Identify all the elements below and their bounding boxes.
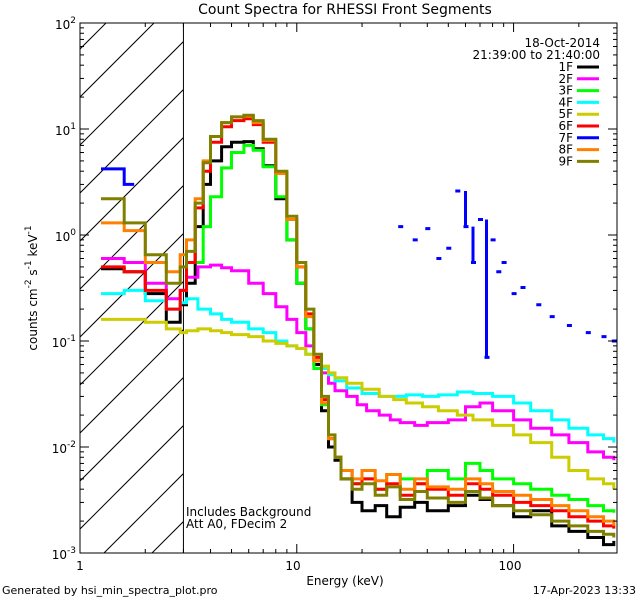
legend-label: 5F — [558, 107, 573, 121]
legend-label: 4F — [558, 95, 573, 109]
y-axis-label: counts cm-2 s-1 keV-1 — [24, 225, 40, 350]
x-tick-label: 100 — [499, 559, 522, 573]
hatch-line — [0, 23, 10, 553]
hatch-line — [80, 23, 107, 50]
hatch-line — [632, 23, 640, 553]
hatch-line — [80, 376, 184, 482]
hatch-line — [80, 328, 184, 434]
series-line-9f — [101, 113, 616, 538]
hatch-line — [80, 40, 184, 146]
date-label: 18-Oct-2014 — [524, 36, 600, 50]
hatch-line — [392, 23, 640, 553]
legend-label: 3F — [558, 84, 573, 98]
series-line-4f — [101, 288, 616, 443]
y-tick-label: 101 — [55, 122, 76, 138]
time-range-label: 21:39:00 to 21:40:00 — [473, 48, 600, 62]
excluded-region-hatch — [0, 23, 640, 553]
legend-label: 7F — [558, 131, 573, 145]
hatch-line — [80, 184, 184, 290]
legend-label: 9F — [558, 154, 573, 168]
x-tick-label: 1 — [76, 559, 84, 573]
footer-timestamp: 17-Apr-2023 13:33 — [533, 584, 636, 597]
y-tick-label: 10-2 — [52, 440, 76, 456]
series-layer — [101, 113, 617, 547]
hatch-line — [200, 23, 640, 553]
legend-label: 1F — [558, 60, 573, 74]
chart-title: Count Spectra for RHESSI Front Segments — [198, 2, 492, 18]
hatch-line — [80, 424, 184, 530]
series-line-7f — [101, 167, 617, 359]
x-tick-labels: 1 10 100 — [76, 559, 521, 573]
y-tick-label: 10-3 — [52, 546, 76, 562]
plot-frame — [79, 22, 618, 554]
annotation-attenuator: Att A0, FDecim 2 — [186, 517, 287, 531]
hatch-line — [80, 280, 184, 386]
x-axis-label: Energy (keV) — [306, 574, 383, 588]
y-tick-label: 100 — [55, 228, 76, 244]
y-tick-labels: 102 101 100 10-1 10-2 10-3 — [52, 16, 77, 562]
x-tick-label: 10 — [285, 559, 300, 573]
footer-generated-by: Generated by hsi_min_spectra_plot.pro — [2, 584, 218, 597]
hatch-line — [440, 23, 640, 553]
hatch-line — [80, 232, 184, 338]
legend-label: 6F — [558, 119, 573, 133]
series-line-2f — [101, 257, 616, 461]
hatch-line — [80, 88, 184, 194]
hatch-line — [80, 136, 184, 242]
y-tick-label: 102 — [55, 16, 76, 32]
legend-label: 8F — [558, 143, 573, 157]
y-tick-label: 10-1 — [52, 334, 76, 350]
annotation-background: Includes Background — [186, 505, 311, 519]
axis-ticks — [79, 23, 618, 554]
legend-label: 2F — [558, 72, 573, 86]
series-line-5f — [101, 317, 616, 490]
